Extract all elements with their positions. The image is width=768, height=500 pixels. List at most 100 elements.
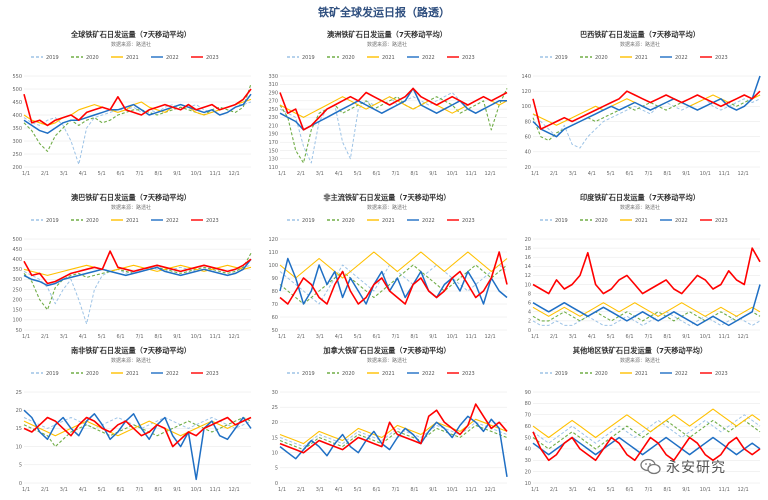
series-line-2019 (279, 421, 508, 448)
y-tick-label: 150 (12, 308, 22, 314)
x-tick-label: 11/1 (466, 334, 477, 340)
watermark-text: 永安研究 (666, 460, 726, 476)
legend-label-2020: 2020 (342, 55, 355, 61)
x-tick-label: 1/1 (278, 487, 286, 493)
x-tick-label: 4/1 (335, 334, 343, 340)
x-tick-label: 3/1 (60, 487, 68, 493)
legend-label-2021: 2021 (382, 371, 395, 377)
x-tick-label: 4/1 (79, 487, 87, 493)
series-line-2023 (279, 87, 508, 131)
legend-label-2020: 2020 (86, 371, 99, 377)
chart-title: 非主流铁矿石日发运量（7天移动平均） (323, 193, 450, 202)
x-tick-label: 5/1 (607, 487, 615, 493)
series-line-2023 (532, 431, 761, 462)
y-tick-label: 290 (268, 90, 278, 96)
series-line-2021 (23, 417, 252, 437)
y-tick-label: 50 (525, 435, 531, 441)
series-line-2021 (532, 408, 761, 439)
x-tick-label: 6/1 (117, 487, 125, 493)
series-line-2023 (23, 250, 252, 285)
x-tick-label: 8/1 (663, 171, 671, 177)
series-line-2023 (23, 88, 252, 127)
x-tick-label: 5/1 (607, 171, 615, 177)
x-tick-label: 2/1 (297, 171, 305, 177)
y-tick-label: 210 (268, 123, 278, 129)
y-tick-label: 330 (268, 74, 278, 80)
y-tick-label: 25 (16, 390, 22, 396)
x-tick-label: 7/1 (391, 487, 399, 493)
x-tick-label: 12/1 (228, 487, 239, 493)
y-tick-label: 25 (272, 405, 278, 411)
legend-label-2023: 2023 (462, 55, 475, 61)
chart-title: 印度铁矿石日发运量（7天移动平均） (580, 193, 700, 202)
y-tick-label: 50 (16, 328, 22, 334)
y-tick-label: 90 (272, 276, 278, 282)
y-tick-label: 100 (268, 263, 278, 269)
series-line-2021 (23, 264, 252, 276)
series-line-2020 (279, 88, 508, 164)
y-tick-label: 80 (525, 401, 531, 407)
chart-title: 澳洲铁矿石日发运量（7天移动平均） (327, 30, 447, 39)
series-line-2023 (279, 403, 508, 454)
x-tick-label: 3/1 (60, 171, 68, 177)
x-tick-label: 6/1 (117, 334, 125, 340)
x-tick-label: 7/1 (135, 171, 143, 177)
y-tick-label: 10 (525, 282, 531, 288)
x-tick-label: 9/1 (173, 171, 181, 177)
legend-label-2020: 2020 (86, 218, 99, 224)
series-line-2023 (23, 416, 252, 448)
y-tick-label: 110 (268, 250, 278, 256)
legend-label-2019: 2019 (302, 218, 315, 224)
y-tick-label: 14 (525, 264, 531, 270)
x-tick-label: 11/1 (210, 171, 221, 177)
x-tick-label: 5/1 (98, 334, 106, 340)
x-tick-label: 8/1 (410, 334, 418, 340)
x-tick-label: 2/1 (41, 334, 49, 340)
series-line-2022 (23, 409, 252, 481)
x-tick-label: 4/1 (588, 171, 596, 177)
x-tick-label: 11/1 (719, 171, 730, 177)
legend-label-2019: 2019 (46, 371, 59, 377)
series-line-2019 (532, 98, 761, 149)
y-tick-label: 70 (272, 302, 278, 308)
page-title: 铁矿全球发运日报（路透） (318, 6, 450, 19)
y-tick-label: 8 (528, 291, 531, 297)
y-tick-label: 450 (12, 247, 22, 253)
legend-label-2020: 2020 (595, 371, 608, 377)
x-tick-label: 3/1 (569, 334, 577, 340)
legend-label-2020: 2020 (86, 55, 99, 61)
legend-label-2021: 2021 (126, 371, 139, 377)
chart-panel-aus-brazil: 澳巴铁矿石日发运量（7天移动平均） 数据来源：路透社 2019 2020 2021 202… (6, 187, 256, 347)
y-tick-label: 400 (12, 257, 22, 263)
y-tick-label: 20 (525, 165, 531, 171)
x-tick-label: 11/1 (466, 487, 477, 493)
x-tick-label: 5/1 (354, 487, 362, 493)
legend-label-2020: 2020 (595, 55, 608, 61)
y-tick-label: 80 (272, 289, 278, 295)
x-tick-label: 2/1 (550, 334, 558, 340)
y-tick-label: 5 (275, 466, 278, 472)
series-line-2019 (23, 101, 252, 165)
watermark: 永安研究 (640, 455, 760, 479)
x-tick-label: 1/1 (531, 487, 539, 493)
chart-source: 数据来源：路透社 (111, 357, 151, 364)
legend-label-2019: 2019 (555, 371, 568, 377)
x-tick-label: 9/1 (682, 487, 690, 493)
x-tick-label: 9/1 (429, 171, 437, 177)
x-tick-label: 1/1 (22, 171, 30, 177)
x-tick-label: 5/1 (354, 171, 362, 177)
legend-label-2022: 2022 (422, 218, 435, 224)
y-tick-label: 110 (268, 165, 278, 171)
y-tick-label: 70 (525, 413, 531, 419)
legend-label-2022: 2022 (166, 371, 179, 377)
x-tick-label: 6/1 (373, 487, 381, 493)
x-tick-label: 5/1 (607, 334, 615, 340)
legend-label-2023: 2023 (462, 371, 475, 377)
chart-svg: 其他地区铁矿石日发运量（7天移动平均） 数据来源：路透社 2019 2020 2021 2… (525, 346, 761, 493)
y-tick-label: 250 (12, 287, 22, 293)
chart-panel-canada: 加拿大铁矿石日发运量（7天移动平均） 数据来源：路透社 2019 2020 2021 20… (262, 340, 512, 500)
x-tick-label: 4/1 (335, 487, 343, 493)
x-tick-label: 3/1 (569, 487, 577, 493)
x-tick-label: 9/1 (682, 171, 690, 177)
x-tick-label: 8/1 (410, 171, 418, 177)
